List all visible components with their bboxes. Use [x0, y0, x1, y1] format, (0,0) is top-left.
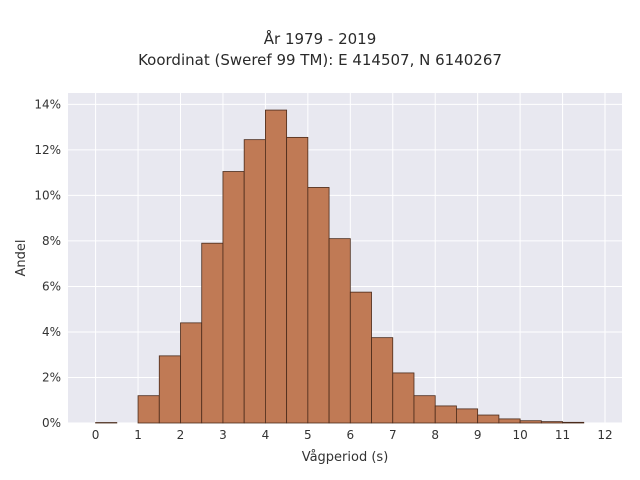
histogram-bar [222, 171, 245, 424]
histogram-bar [540, 421, 563, 424]
histogram-bar [137, 395, 160, 424]
y-tick-label: 12% [34, 143, 61, 157]
x-tick-label: 0 [92, 428, 100, 442]
x-tick-label: 10 [512, 428, 527, 442]
histogram-bar [349, 291, 372, 424]
x-axis-label: Vågperiod (s) [302, 450, 389, 465]
y-axis-label: Andel [14, 240, 29, 277]
x-tick-label: 12 [597, 428, 612, 442]
y-tick-label: 14% [34, 97, 61, 111]
y-tick-label: 0% [42, 416, 61, 430]
y-tick-label: 8% [42, 234, 61, 248]
histogram-bar [562, 421, 585, 424]
x-tick-label: 7 [389, 428, 397, 442]
y-tick-label: 6% [42, 279, 61, 293]
x-tick-label: 9 [474, 428, 482, 442]
histogram-bar [286, 136, 309, 424]
histogram-bar [434, 405, 457, 424]
x-tick-label: 8 [431, 428, 439, 442]
chart-title-line-1: År 1979 - 2019 [263, 30, 377, 48]
y-tick-label: 10% [34, 188, 61, 202]
histogram-bar [371, 337, 394, 424]
y-tick-label: 4% [42, 325, 61, 339]
histogram-bar [158, 355, 181, 424]
x-tick-label: 1 [134, 428, 142, 442]
histogram-bar [180, 322, 203, 424]
chart-title-line-2: Koordinat (Sweref 99 TM): E 414507, N 61… [138, 51, 502, 69]
y-tick-label: 2% [42, 370, 61, 384]
histogram-bar [413, 395, 436, 424]
histogram-bar [456, 408, 479, 424]
histogram-bar [392, 372, 415, 424]
x-tick-label: 3 [219, 428, 227, 442]
histogram-bar [307, 187, 330, 424]
histogram-bar [265, 109, 288, 424]
histogram-bar [328, 238, 351, 424]
histogram-bar [519, 420, 542, 424]
x-tick-label: 2 [177, 428, 185, 442]
x-tick-label: 4 [262, 428, 270, 442]
histogram-bar [243, 139, 266, 424]
histogram-bar [477, 414, 500, 424]
histogram-bar [201, 242, 224, 424]
x-tick-label: 6 [346, 428, 354, 442]
x-tick-label: 5 [304, 428, 312, 442]
histogram-bar [498, 418, 521, 424]
x-tick-label: 11 [555, 428, 570, 442]
